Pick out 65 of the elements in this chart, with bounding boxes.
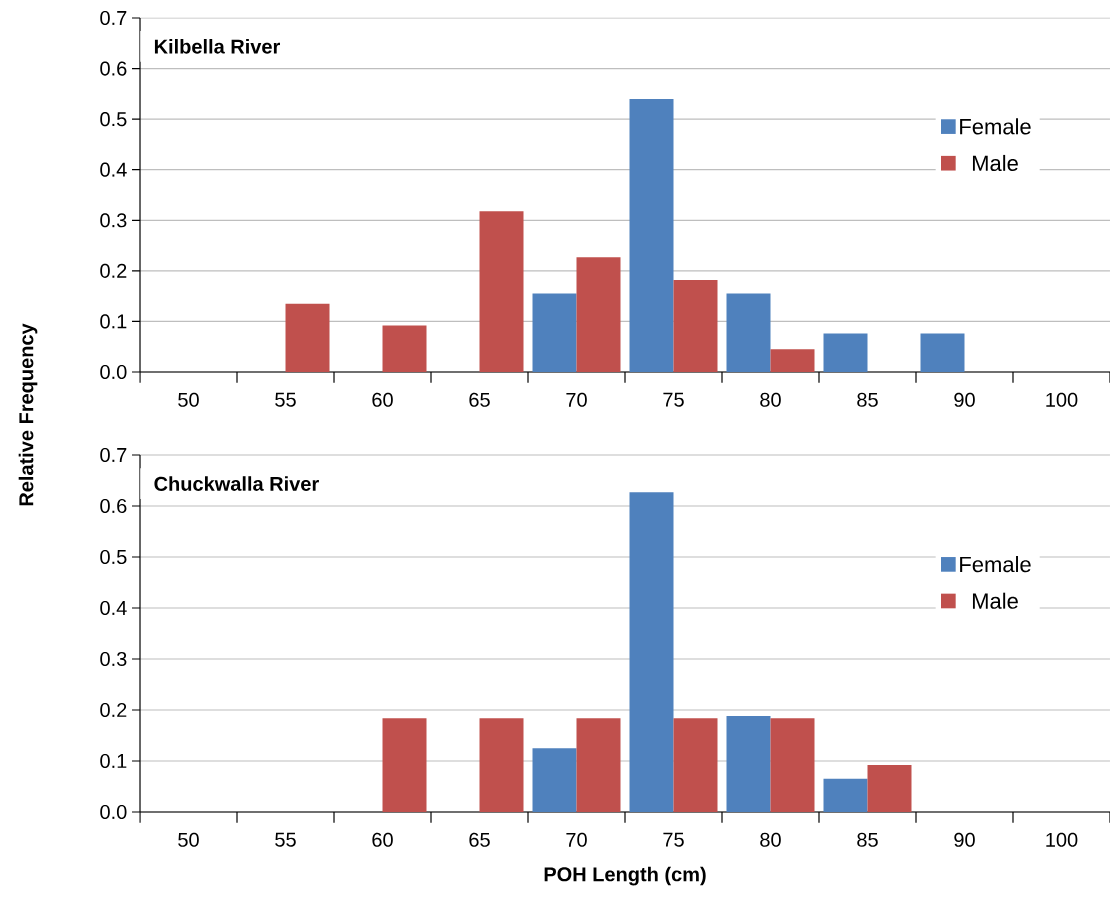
x-tick-label: 55 xyxy=(275,832,296,847)
y-tick-label: 0.3 xyxy=(100,213,127,228)
bar xyxy=(629,492,674,812)
y-tick-label: 0.6 xyxy=(100,498,127,514)
x-tick-label: 85 xyxy=(857,832,878,847)
bar xyxy=(532,293,577,372)
legend-label: Male xyxy=(972,592,1018,609)
x-tick-label: 65 xyxy=(469,832,490,847)
y-tick-label: 0.0 xyxy=(100,364,127,380)
bar xyxy=(479,211,524,372)
bar xyxy=(382,718,427,812)
x-tick-label: 90 xyxy=(954,832,975,847)
y-tick-label: 0.3 xyxy=(100,651,127,667)
y-tick-label: 0.0 xyxy=(100,804,127,820)
bar xyxy=(823,333,868,372)
y-tick-label: 0.4 xyxy=(100,600,127,616)
x-tick-label: 80 xyxy=(760,832,781,847)
y-tick-label: 0.6 xyxy=(100,61,127,76)
bar xyxy=(576,257,621,372)
x-tick-label: 60 xyxy=(372,832,393,847)
y-tick-label: 0.4 xyxy=(100,162,127,177)
bar xyxy=(726,293,771,372)
bar xyxy=(629,98,674,372)
y-tick-label: 0.2 xyxy=(100,263,127,278)
x-tick-label: 65 xyxy=(469,392,490,407)
text: Chuckwalla River xyxy=(154,476,319,491)
bar xyxy=(285,303,330,372)
x-tick-label: 50 xyxy=(178,392,199,407)
x-tick-label: 75 xyxy=(663,832,684,847)
x-tick-label: 70 xyxy=(566,832,587,847)
x-tick-label: 75 xyxy=(663,392,684,407)
x-tick-label: 100 xyxy=(1046,392,1078,407)
bar xyxy=(382,325,427,372)
legend-label: Female xyxy=(960,556,1031,573)
x-tick-label: 60 xyxy=(372,392,393,407)
bar xyxy=(823,778,868,812)
y-tick-label: 0.5 xyxy=(100,549,127,565)
bar xyxy=(532,748,577,812)
x-tick-label: 100 xyxy=(1046,832,1078,847)
bar xyxy=(770,718,815,812)
x-axis-title: POH Length (cm) xyxy=(544,866,706,886)
x-tick-label: 50 xyxy=(178,832,199,847)
bar xyxy=(479,718,524,812)
legend-label: Female xyxy=(960,118,1031,135)
y-tick-label: 0.7 xyxy=(100,10,127,26)
x-tick-label: 55 xyxy=(275,392,296,407)
bar xyxy=(920,333,965,372)
y-tick-label: 0.1 xyxy=(100,753,127,769)
bar xyxy=(673,279,718,372)
bar xyxy=(673,718,718,812)
y-axis-title: Relative Frequency xyxy=(18,323,38,506)
text: Kilbella River xyxy=(154,38,281,54)
x-tick-label: 90 xyxy=(954,392,975,407)
x-tick-label: 80 xyxy=(760,392,781,407)
y-tick-label: 0.5 xyxy=(100,112,127,127)
legend-label: Male xyxy=(972,154,1018,172)
x-tick-label: 85 xyxy=(857,392,878,407)
x-tick-label: 70 xyxy=(566,392,587,407)
bar xyxy=(867,765,912,812)
bar xyxy=(576,718,621,812)
y-tick-label: 0.1 xyxy=(100,314,127,329)
y-tick-label: 0.7 xyxy=(100,447,127,463)
bar xyxy=(726,716,771,812)
bar xyxy=(770,349,815,372)
y-tick-label: 0.2 xyxy=(100,702,127,718)
